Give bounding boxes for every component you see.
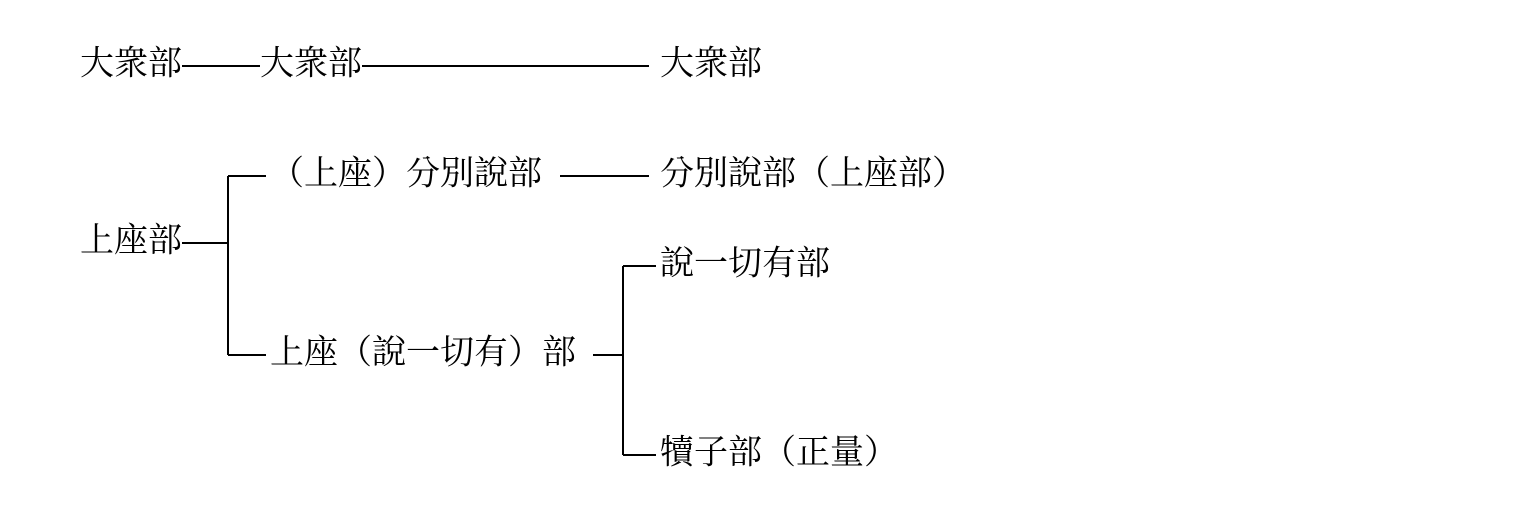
edges-layer — [182, 66, 656, 455]
node-duzi: 犢子部（正量） — [660, 425, 898, 474]
lineage-tree-diagram: 大衆部 大衆部 大衆部 （上座）分別說部 分別說部（上座部） 上座部 說一切有部… — [0, 0, 1531, 521]
node-dazhong-2: 大衆部 — [260, 36, 362, 85]
node-shangzuo-root: 上座部 — [80, 213, 182, 262]
node-shuoyiqieyou: 說一切有部 — [660, 236, 830, 285]
node-dazhong-1: 大衆部 — [80, 36, 182, 85]
nodes-layer: 大衆部 大衆部 大衆部 （上座）分別說部 分別說部（上座部） 上座部 說一切有部… — [80, 36, 966, 474]
node-shangzuo-syqy: 上座（說一切有）部 — [270, 325, 576, 374]
node-fenbieshuo-1: （上座）分別說部 — [270, 146, 542, 195]
node-dazhong-3: 大衆部 — [660, 36, 762, 85]
node-fenbieshuo-2: 分別說部（上座部） — [660, 146, 966, 195]
